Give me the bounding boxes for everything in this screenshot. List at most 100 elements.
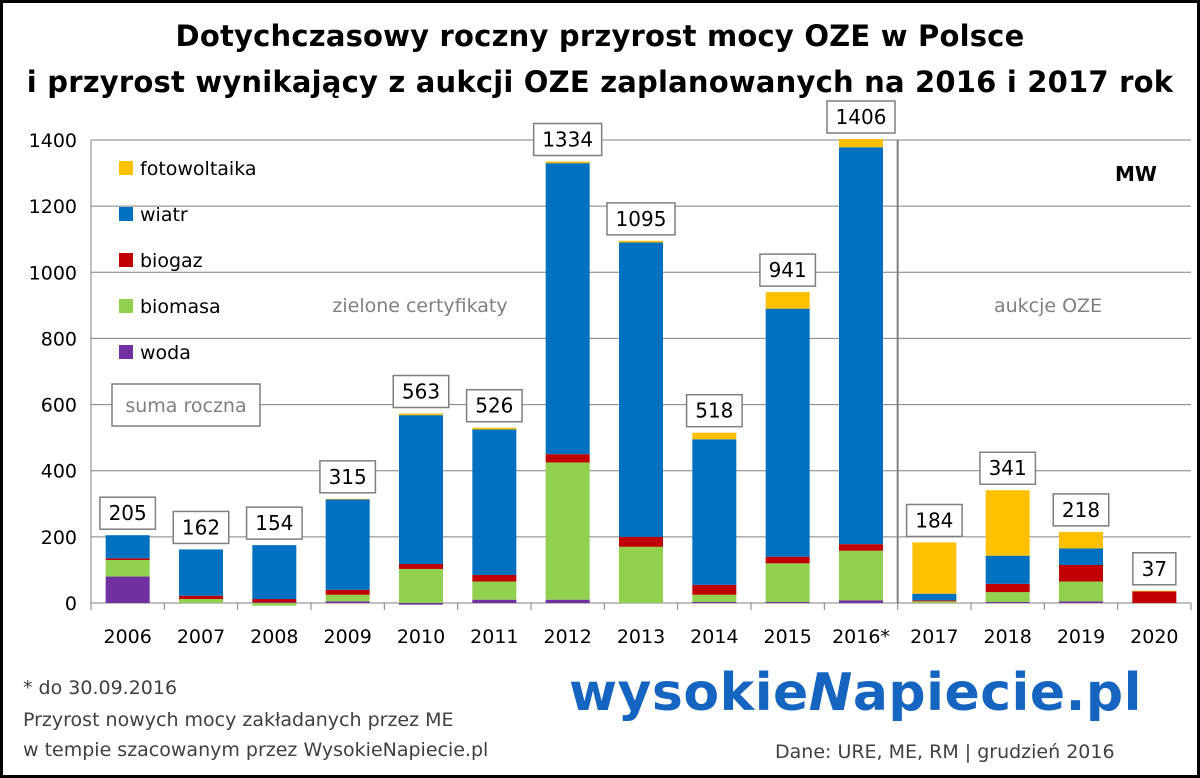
bar-segment-biomasa: [325, 594, 370, 602]
bar-segment-biomasa: [765, 563, 810, 603]
bar-segment-biogaz: [839, 544, 883, 551]
bar-segment-biomasa: [692, 594, 737, 603]
bar-segment-wiatr: [472, 429, 517, 575]
total-label-box: [319, 460, 377, 494]
legend-swatch-biogaz: [119, 253, 133, 267]
bar-segment-woda: [399, 603, 443, 605]
bar-segment-biomasa: [179, 599, 223, 603]
x-tick-label: 2006: [103, 626, 151, 648]
bar-segment-wiatr: [105, 535, 150, 559]
legend-label-biogaz: biogaz: [140, 250, 203, 272]
bar-segment-biogaz: [399, 563, 443, 569]
x-tick-label: 2011: [470, 626, 518, 648]
bar-segment-wiatr: [1059, 548, 1103, 565]
total-label: 218: [1062, 498, 1100, 522]
bar-segment-woda: [105, 576, 150, 603]
sum-annotation-box: [111, 383, 261, 427]
bar-segment-biogaz: [1059, 564, 1103, 582]
x-tick-label: 2007: [177, 626, 225, 648]
bar-segment-wiatr: [765, 308, 810, 557]
bar-segment-wiatr: [839, 147, 883, 545]
bar-segment-woda: [545, 599, 590, 603]
total-label: 315: [329, 465, 367, 489]
bar-segment-biogaz: [1132, 591, 1177, 603]
legend-label-fotowoltaika: fotowoltaika: [140, 158, 257, 180]
total-label: 1406: [836, 105, 887, 129]
x-tick-label: 2019: [1057, 626, 1105, 648]
bar-segment-fotowoltaika: [325, 498, 370, 500]
bar-segment-biomasa: [912, 601, 957, 603]
x-tick-label: 2018: [983, 626, 1031, 648]
y-tick-label: 1400: [29, 130, 77, 152]
bar-segment-biomasa: [1059, 581, 1103, 602]
chart-title-line-2: i przyrost wynikający z aukcji OZE zapla…: [26, 65, 1174, 99]
total-label: 154: [255, 511, 293, 535]
bar-segment-wiatr: [545, 163, 590, 455]
bar-segment-biomasa: [545, 462, 590, 600]
bar-segment-wiatr: [985, 555, 1030, 584]
bar-segment-biogaz: [472, 574, 517, 582]
zone-label-auctions: aukcje OZE: [994, 295, 1102, 317]
bar-segment-woda: [472, 599, 517, 603]
y-tick-label: 800: [41, 328, 77, 350]
unit-label: MW: [1115, 162, 1157, 186]
total-label-box: [759, 253, 817, 287]
total-label-box: [172, 510, 230, 545]
total-label-box: [532, 122, 603, 157]
total-label: 526: [475, 394, 513, 418]
bar-segment-biomasa: [839, 550, 883, 601]
x-tick-label: 2017: [910, 626, 958, 648]
x-tick-label: 2020: [1130, 626, 1178, 648]
bar-segment-biomasa: [105, 560, 150, 577]
total-label: 941: [769, 258, 807, 282]
bar-segment-biomasa: [985, 592, 1030, 603]
bar-segment-woda: [985, 602, 1030, 603]
bar-segment-fotowoltaika: [399, 413, 443, 416]
bar-segment-fotowoltaika: [472, 427, 517, 430]
bar-segment-wiatr: [252, 545, 297, 600]
logo-text-right: apiecie.pl: [852, 663, 1142, 723]
bar-segment-fotowoltaika: [839, 139, 883, 148]
bar-segment-wiatr: [399, 415, 443, 564]
bar-segment-biogaz: [765, 556, 810, 564]
bar-segment-fotowoltaika: [985, 490, 1030, 556]
bar-segment-biogaz: [619, 536, 663, 547]
legend-swatch-woda: [119, 345, 133, 359]
bar-segment-fotowoltaika: [545, 161, 590, 164]
bar-segment-biogaz: [105, 558, 150, 561]
total-label: 1334: [542, 127, 593, 151]
total-label-box: [465, 388, 523, 423]
bar-segment-biogaz: [692, 584, 737, 595]
bar-segment-woda: [1059, 601, 1103, 603]
x-tick-label: 2012: [543, 626, 591, 648]
bar-segment-biogaz: [545, 454, 590, 463]
legend-label-woda: woda: [140, 342, 191, 364]
total-label-box: [245, 506, 303, 540]
chart-title-line-1: Dotychczasowy roczny przyrost mocy OZE w…: [175, 19, 1025, 53]
logo-text-n: N: [808, 663, 853, 723]
wysokienapiecie-logo: wysokieNapiecie.pl: [569, 663, 1142, 723]
bar-segment-woda: [252, 602, 297, 603]
total-label-box: [979, 451, 1037, 485]
bar-segment-woda: [839, 600, 883, 603]
bar-segment-biomasa: [399, 568, 443, 603]
x-tick-label: 2013: [617, 626, 665, 648]
x-tick-label: 2016*: [832, 626, 890, 648]
bar-segment-biomasa: [252, 603, 297, 606]
total-label: 205: [109, 501, 147, 525]
total-label-box: [606, 202, 676, 236]
bar-segment-biomasa: [619, 546, 663, 603]
data-source: Dane: URE, ME, RM | grudzień 2016: [775, 741, 1115, 763]
legend-swatch-biomasa: [119, 299, 133, 313]
logo-text-left: wysokie: [569, 663, 809, 723]
x-tick-label: 2010: [397, 626, 445, 648]
total-label-box: [826, 100, 896, 134]
bar-segment-fotowoltaika: [692, 432, 737, 440]
bar-segment-wiatr: [325, 499, 370, 590]
legend-swatch-fotowoltaika: [119, 161, 133, 175]
bar-segment-biogaz: [252, 599, 297, 603]
total-label: 184: [915, 508, 953, 532]
y-tick-label: 200: [41, 527, 77, 549]
sum-annotation-label: suma roczna: [125, 395, 246, 417]
bar-segment-woda: [765, 602, 810, 603]
